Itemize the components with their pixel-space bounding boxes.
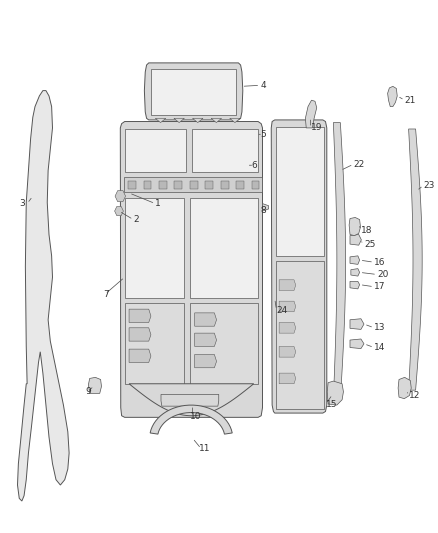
Polygon shape xyxy=(194,354,216,368)
Polygon shape xyxy=(18,91,69,501)
Text: 25: 25 xyxy=(364,240,375,248)
Polygon shape xyxy=(262,204,268,211)
Polygon shape xyxy=(194,333,216,346)
Text: 9: 9 xyxy=(85,387,91,396)
Polygon shape xyxy=(124,177,261,192)
Polygon shape xyxy=(351,269,360,276)
Polygon shape xyxy=(350,256,360,264)
Polygon shape xyxy=(129,349,151,362)
Polygon shape xyxy=(194,313,216,326)
Polygon shape xyxy=(305,100,317,128)
Polygon shape xyxy=(125,198,184,298)
Text: 6: 6 xyxy=(251,161,257,169)
Polygon shape xyxy=(125,303,184,384)
Text: 7: 7 xyxy=(103,290,109,298)
Polygon shape xyxy=(279,280,296,290)
Polygon shape xyxy=(276,261,324,409)
Text: 18: 18 xyxy=(361,226,372,235)
Text: 19: 19 xyxy=(311,124,322,132)
Text: 3: 3 xyxy=(20,199,25,208)
Polygon shape xyxy=(190,198,258,298)
Bar xyxy=(251,181,259,189)
Text: 13: 13 xyxy=(374,324,385,332)
Polygon shape xyxy=(279,346,296,357)
Polygon shape xyxy=(115,206,124,216)
Polygon shape xyxy=(279,373,296,384)
Polygon shape xyxy=(151,69,236,115)
Polygon shape xyxy=(145,63,243,120)
Text: 12: 12 xyxy=(409,391,420,400)
Polygon shape xyxy=(192,118,203,123)
Bar xyxy=(221,181,229,189)
Text: 24: 24 xyxy=(276,306,288,314)
Polygon shape xyxy=(129,309,151,322)
Polygon shape xyxy=(211,118,222,123)
Text: 20: 20 xyxy=(377,270,389,279)
Polygon shape xyxy=(190,303,258,384)
Polygon shape xyxy=(350,339,364,349)
Polygon shape xyxy=(279,322,296,333)
Text: 23: 23 xyxy=(424,181,435,190)
Text: 17: 17 xyxy=(374,282,385,291)
Text: 4: 4 xyxy=(260,81,266,90)
Text: 8: 8 xyxy=(260,206,266,215)
Polygon shape xyxy=(150,405,232,434)
Bar xyxy=(159,181,167,189)
Polygon shape xyxy=(398,377,411,399)
Text: 22: 22 xyxy=(353,160,365,168)
Polygon shape xyxy=(192,129,258,172)
Bar xyxy=(174,181,182,189)
Polygon shape xyxy=(115,191,126,201)
Bar xyxy=(190,181,198,189)
Polygon shape xyxy=(125,129,186,172)
Polygon shape xyxy=(276,127,324,256)
Polygon shape xyxy=(155,118,166,123)
Text: 11: 11 xyxy=(199,445,211,453)
Polygon shape xyxy=(271,120,327,413)
Bar xyxy=(144,181,152,189)
Polygon shape xyxy=(327,381,343,405)
Polygon shape xyxy=(279,301,296,312)
Text: 10: 10 xyxy=(190,413,202,421)
Text: 5: 5 xyxy=(260,130,266,139)
Text: 14: 14 xyxy=(374,343,385,352)
Text: 15: 15 xyxy=(326,400,337,408)
Polygon shape xyxy=(120,122,262,417)
Bar xyxy=(128,181,136,189)
Text: 2: 2 xyxy=(134,215,139,224)
Polygon shape xyxy=(161,394,219,406)
Polygon shape xyxy=(88,377,102,393)
Text: 16: 16 xyxy=(374,258,385,266)
Polygon shape xyxy=(388,86,397,107)
Text: 21: 21 xyxy=(405,96,416,104)
Polygon shape xyxy=(350,235,361,245)
Polygon shape xyxy=(174,118,184,123)
Bar xyxy=(236,181,244,189)
Bar xyxy=(205,181,213,189)
Polygon shape xyxy=(350,281,360,289)
Polygon shape xyxy=(230,118,240,123)
Polygon shape xyxy=(349,217,360,236)
Polygon shape xyxy=(333,123,346,400)
Text: 1: 1 xyxy=(155,199,161,208)
Polygon shape xyxy=(409,129,422,390)
Polygon shape xyxy=(350,319,364,329)
Polygon shape xyxy=(129,384,254,416)
Polygon shape xyxy=(129,328,151,341)
